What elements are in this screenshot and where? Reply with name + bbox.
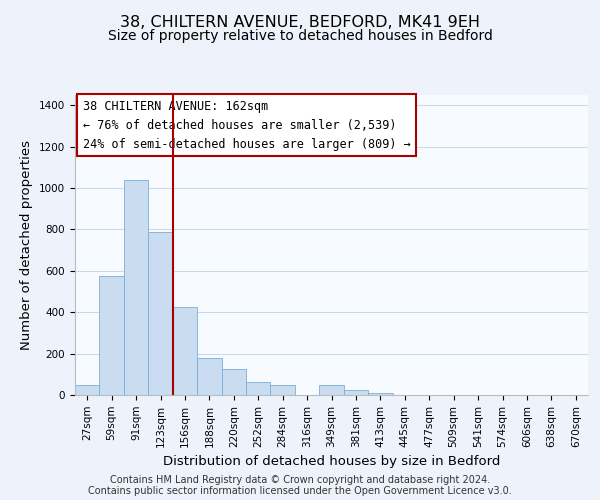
Bar <box>344 390 368 395</box>
Y-axis label: Number of detached properties: Number of detached properties <box>20 140 34 350</box>
Text: Contains HM Land Registry data © Crown copyright and database right 2024.: Contains HM Land Registry data © Crown c… <box>110 475 490 485</box>
Bar <box>173 307 197 395</box>
Text: 38, CHILTERN AVENUE, BEDFORD, MK41 9EH: 38, CHILTERN AVENUE, BEDFORD, MK41 9EH <box>120 15 480 30</box>
Bar <box>148 232 173 395</box>
Bar <box>75 384 100 395</box>
Bar <box>246 382 271 395</box>
Bar <box>271 384 295 395</box>
Bar <box>124 180 148 395</box>
X-axis label: Distribution of detached houses by size in Bedford: Distribution of detached houses by size … <box>163 455 500 468</box>
Bar <box>368 393 392 395</box>
Text: Contains public sector information licensed under the Open Government Licence v3: Contains public sector information licen… <box>88 486 512 496</box>
Bar <box>221 369 246 395</box>
Bar <box>197 358 221 395</box>
Bar <box>319 385 344 395</box>
Bar <box>100 276 124 395</box>
Text: 38 CHILTERN AVENUE: 162sqm
← 76% of detached houses are smaller (2,539)
24% of s: 38 CHILTERN AVENUE: 162sqm ← 76% of deta… <box>83 100 410 150</box>
Text: Size of property relative to detached houses in Bedford: Size of property relative to detached ho… <box>107 29 493 43</box>
